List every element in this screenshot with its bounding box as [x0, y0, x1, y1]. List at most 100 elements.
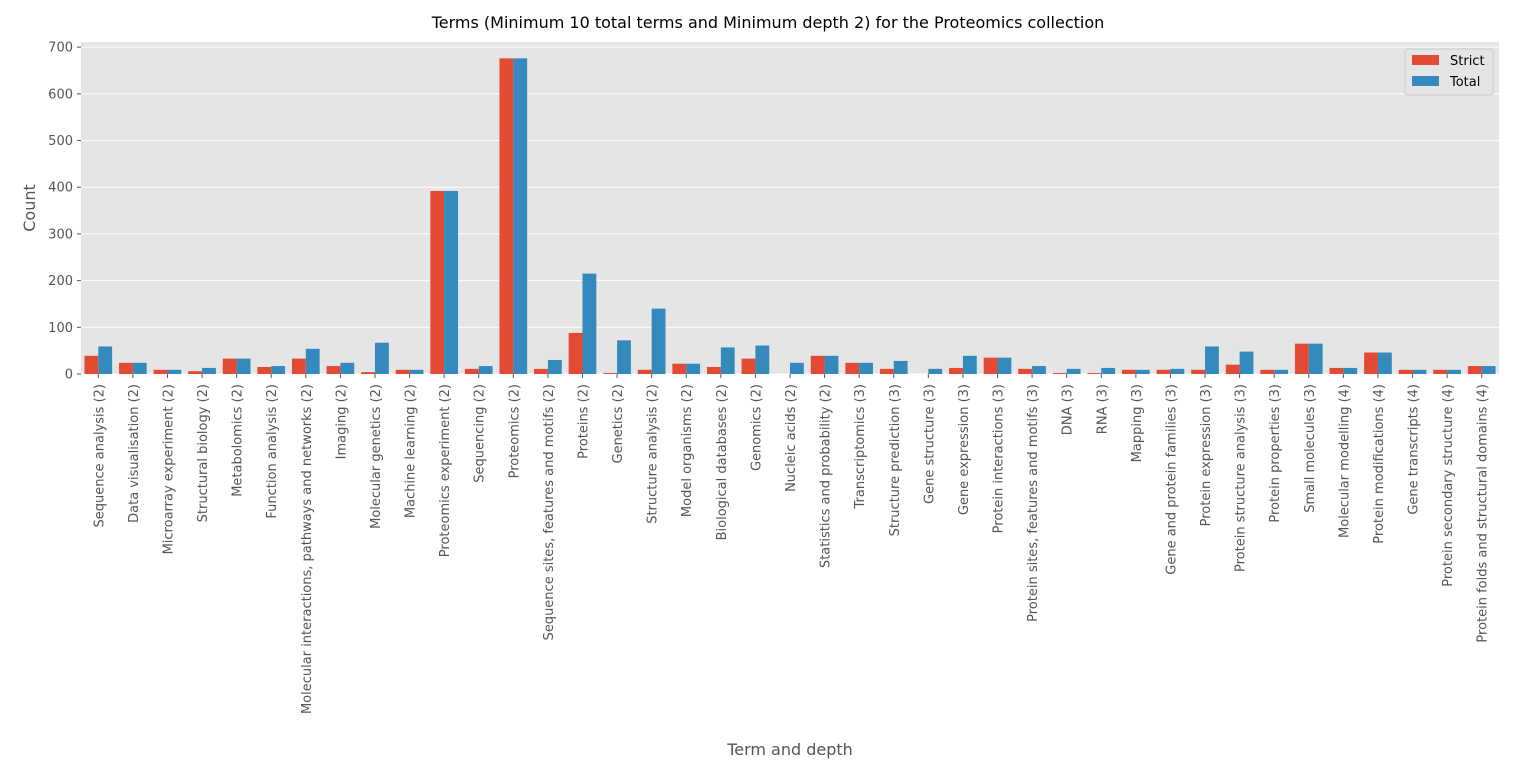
plot-area [81, 42, 1499, 374]
bar-strict-31 [1156, 369, 1171, 374]
bar-strict-22 [845, 362, 860, 374]
x-tick-label: Gene structure (3) [922, 384, 937, 504]
x-tick-label: Transcriptomics (3) [853, 384, 868, 510]
legend-swatch-strict [1412, 55, 1439, 65]
bar-strict-9 [395, 369, 410, 374]
x-tick-label: Sequencing (2) [473, 384, 488, 483]
bar-total-33 [1239, 351, 1254, 374]
x-tick-label: Gene expression (3) [957, 384, 972, 515]
x-tick-label: Structure analysis (2) [646, 384, 661, 524]
x-tick-label: Protein properties (3) [1268, 384, 1283, 523]
bar-strict-4 [222, 358, 237, 374]
x-tick-label: DNA (3) [1061, 384, 1076, 435]
x-tick-label: RNA (3) [1095, 384, 1110, 434]
chart-title: Terms (Minimum 10 total terms and Minimu… [431, 13, 1105, 32]
bar-strict-10 [430, 190, 445, 374]
bar-strict-27 [1018, 368, 1033, 374]
bar-total-3 [202, 367, 216, 374]
bar-strict-23 [879, 368, 894, 374]
bar-total-24 [928, 368, 943, 374]
x-tick-label: Machine learning (2) [404, 384, 419, 518]
x-tick-label: Microarray experiment (2) [161, 384, 176, 554]
x-tick-label: Gene and protein families (3) [1164, 384, 1179, 575]
bar-total-16 [651, 308, 666, 374]
bar-strict-17 [672, 363, 687, 374]
bar-strict-29 [1087, 373, 1102, 374]
bar-total-12 [513, 58, 528, 375]
bar-strict-16 [637, 369, 652, 374]
bar-strict-28 [1052, 373, 1067, 374]
x-tick-label: Structure prediction (3) [888, 384, 903, 536]
bar-strict-7 [326, 366, 341, 374]
bar-total-7 [340, 362, 355, 374]
y-axis-ticks: 0 100 200 300 400 500 600 700 [48, 41, 81, 383]
bar-total-1 [132, 362, 147, 374]
x-tick-label: Biological databases (2) [715, 384, 730, 540]
bar-strict-5 [257, 366, 272, 374]
bar-total-13 [547, 359, 562, 374]
bar-total-17 [686, 363, 701, 374]
bar-strict-37 [1364, 352, 1378, 374]
bar-total-28 [1066, 368, 1081, 374]
bar-total-10 [444, 190, 458, 374]
bar-strict-14 [568, 332, 583, 374]
x-tick-label: Genetics (2) [611, 384, 626, 464]
bar-total-18 [720, 347, 735, 374]
x-tick-label: Genomics (2) [749, 384, 764, 471]
bar-total-31 [1170, 368, 1185, 374]
x-tick-label: Protein interactions (3) [992, 384, 1007, 533]
bar-total-4 [236, 358, 251, 374]
bar-total-8 [374, 342, 389, 374]
legend-label-strict: Strict [1450, 54, 1485, 69]
bar-total-35 [1308, 343, 1323, 374]
bar-total-21 [824, 355, 839, 374]
bar-total-27 [1032, 366, 1046, 374]
y-tick-label: 0 [65, 368, 73, 383]
x-tick-label: Molecular interactions, pathways and net… [300, 384, 315, 714]
bar-strict-30 [1122, 369, 1136, 374]
bar-total-9 [409, 369, 424, 374]
bar-total-38 [1412, 369, 1427, 374]
x-tick-label: Metabolomics (2) [231, 384, 246, 497]
x-tick-label: Protein structure analysis (3) [1234, 384, 1249, 572]
bar-total-2 [167, 369, 182, 374]
x-tick-label: Sequence sites, features and motifs (2) [542, 384, 557, 640]
bar-total-26 [997, 357, 1012, 374]
bar-total-23 [893, 360, 908, 374]
x-tick-label: Model organisms (2) [680, 384, 695, 517]
x-tick-label: Data visualisation (2) [127, 384, 142, 523]
y-axis-label: Count [20, 184, 39, 232]
bar-total-14 [582, 273, 597, 374]
bar-strict-33 [1225, 364, 1240, 374]
bar-strict-11 [464, 368, 479, 374]
bar-total-20 [790, 362, 804, 374]
y-tick-label: 700 [48, 41, 73, 56]
bar-strict-32 [1191, 369, 1206, 374]
bar-strict-25 [949, 367, 963, 374]
bar-total-19 [755, 345, 770, 374]
bar-strict-18 [706, 366, 721, 374]
bar-strict-8 [361, 372, 375, 374]
x-axis-label: Term and depth [726, 740, 853, 759]
x-tick-label: Protein modifications (4) [1372, 384, 1387, 544]
x-tick-label: Gene transcripts (4) [1407, 384, 1422, 515]
y-tick-label: 600 [48, 87, 73, 102]
bar-total-15 [617, 340, 631, 374]
bar-total-22 [859, 362, 874, 374]
x-tick-label: Protein folds and structural domains (4) [1476, 384, 1491, 643]
x-tick-label: Mapping (3) [1130, 384, 1145, 462]
legend: Strict Total [1404, 48, 1494, 96]
x-tick-label: Nucleic acids (2) [784, 384, 799, 492]
bar-strict-12 [499, 58, 514, 375]
bar-strict-6 [291, 358, 306, 374]
x-tick-label: Sequence analysis (2) [92, 384, 107, 527]
bar-strict-15 [603, 373, 618, 374]
x-tick-label: Structural biology (2) [196, 384, 211, 522]
bar-total-29 [1101, 367, 1116, 374]
x-tick-label: Molecular genetics (2) [369, 384, 384, 529]
bar-strict-39 [1433, 369, 1448, 374]
grid-lines [81, 46, 1499, 375]
x-tick-label: Protein expression (3) [1199, 384, 1214, 526]
